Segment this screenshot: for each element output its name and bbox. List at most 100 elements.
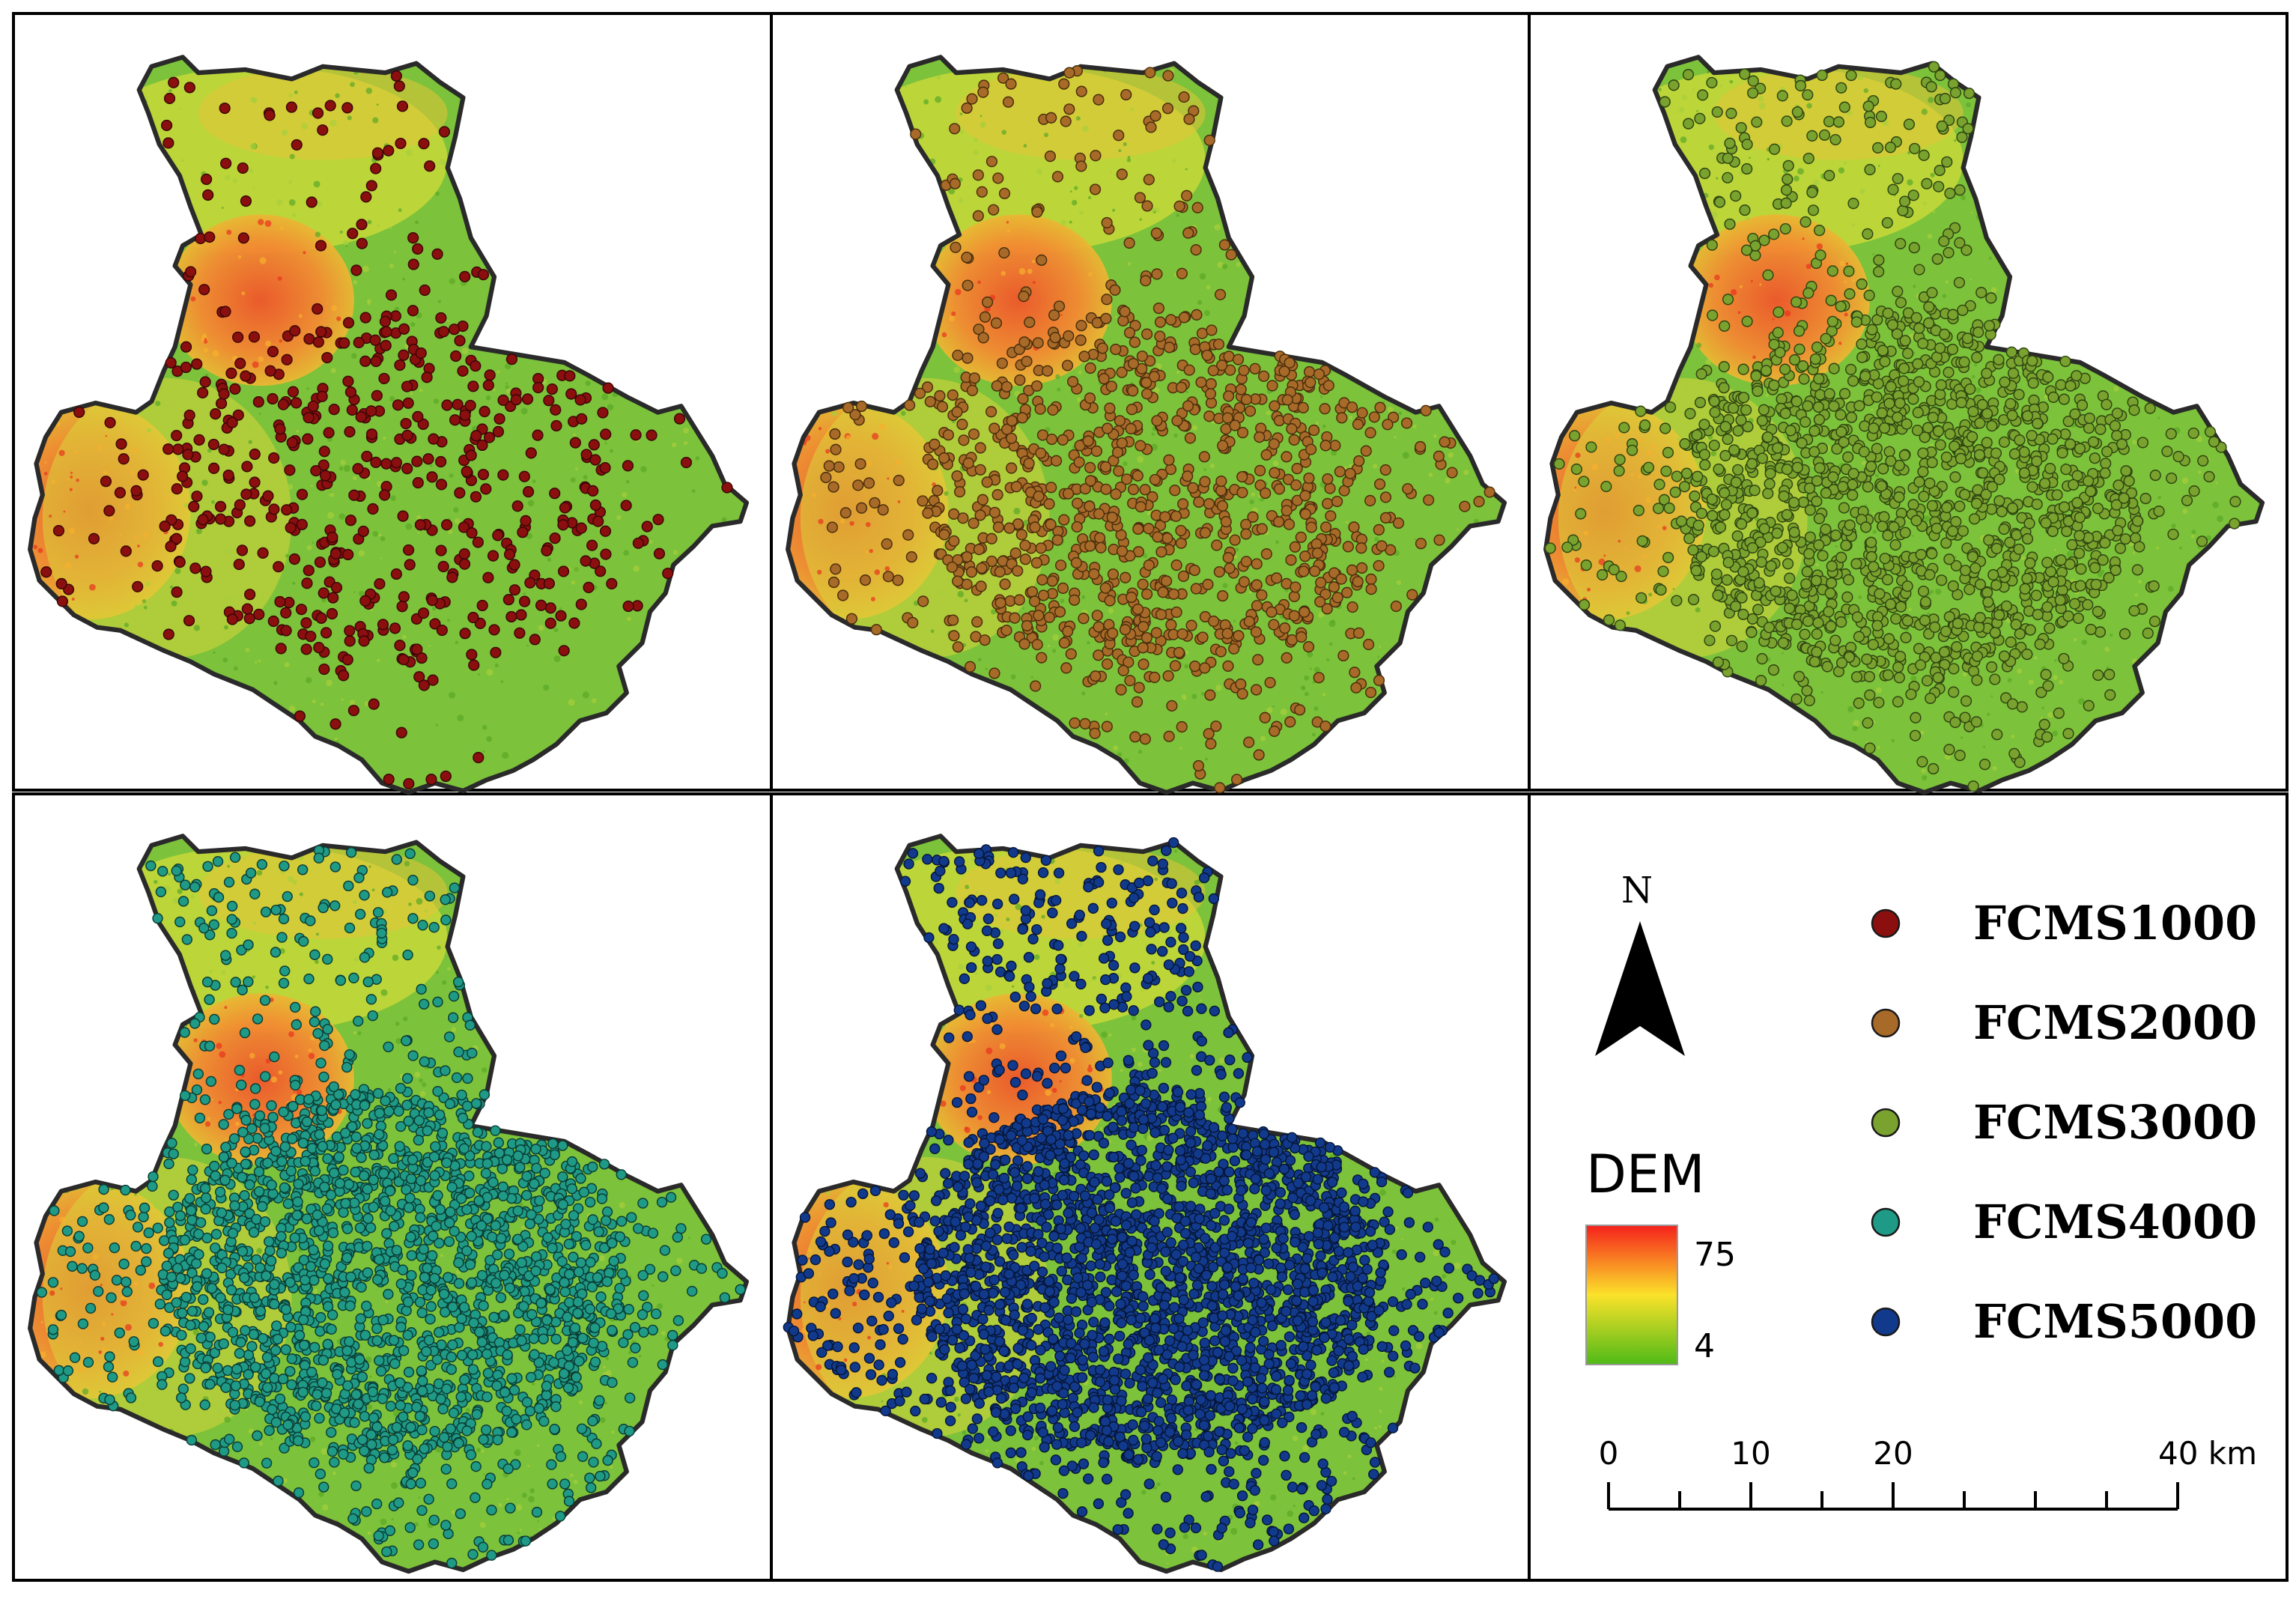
sample-point	[521, 1419, 532, 1430]
sample-point	[1319, 521, 1332, 533]
sample-point	[961, 102, 973, 114]
sample-point	[2044, 463, 2056, 475]
sample-point	[1096, 342, 1108, 354]
sample-point	[985, 533, 997, 544]
sample-point	[278, 913, 290, 925]
sample-point	[172, 443, 184, 455]
sample-point	[1813, 373, 1825, 385]
sample-point	[448, 990, 460, 1002]
sample-point	[1877, 345, 1889, 356]
sample-point	[1856, 351, 1868, 363]
sample-point	[1982, 596, 1994, 608]
sample-point	[1243, 616, 1255, 628]
sample-point	[1950, 515, 1962, 528]
sample-point	[1073, 456, 1085, 468]
sample-point	[2131, 564, 2143, 576]
sample-point	[1050, 455, 1063, 467]
sample-point	[1120, 88, 1132, 101]
sample-point	[1956, 131, 1968, 143]
sample-point	[1746, 541, 1758, 554]
sample-point	[1722, 433, 1734, 446]
sample-point	[104, 1351, 115, 1362]
sample-point	[252, 396, 264, 408]
sample-point	[1585, 441, 1597, 453]
sample-point	[1182, 227, 1194, 239]
sample-point	[1159, 511, 1171, 523]
sample-point	[383, 145, 395, 157]
sample-point	[546, 1459, 557, 1470]
sample-point	[589, 454, 601, 466]
sample-point	[2196, 535, 2208, 547]
sample-point	[1100, 312, 1112, 324]
sample-point	[630, 429, 642, 441]
sample-point	[893, 474, 905, 487]
sample-point	[1690, 565, 1702, 577]
sample-point	[435, 312, 447, 324]
sample-point	[529, 1349, 540, 1360]
sample-point	[1719, 320, 1731, 332]
sample-point	[1741, 139, 1753, 151]
region-boundary	[786, 55, 1507, 795]
sample-point	[2040, 517, 2052, 529]
sample-point	[455, 1508, 467, 1520]
sample-point	[2148, 580, 2160, 592]
sample-point	[962, 352, 974, 364]
sample-point	[564, 370, 576, 382]
sample-point	[1001, 423, 1013, 435]
sample-point	[416, 983, 427, 995]
sample-point	[1981, 586, 1993, 598]
sample-point	[1810, 574, 1823, 586]
sample-point	[1762, 269, 1774, 281]
sample-point	[1350, 682, 1362, 694]
sample-point	[2161, 446, 2173, 458]
sample-point	[470, 430, 482, 442]
sample-point	[1861, 653, 1873, 665]
sample-point	[1063, 67, 1075, 79]
sample-point	[1751, 116, 1763, 128]
sample-point	[318, 1481, 329, 1493]
sample-point	[385, 289, 398, 301]
sample-point	[1061, 359, 1074, 371]
sample-point	[378, 372, 390, 385]
sample-point	[249, 448, 261, 461]
sample-point	[327, 1227, 339, 1239]
sample-point	[1853, 400, 1865, 412]
sample-point	[505, 354, 518, 365]
sample-point	[2058, 652, 2070, 665]
sample-point	[359, 595, 371, 607]
sample-point	[1802, 89, 1814, 101]
sample-point	[988, 204, 1000, 216]
sample-point	[226, 613, 238, 625]
sample-point	[543, 577, 556, 589]
sample-point	[356, 219, 368, 231]
sample-point	[870, 624, 882, 636]
sample-point	[264, 365, 276, 377]
sample-point	[555, 610, 567, 622]
sample-point	[497, 469, 509, 481]
sample-point	[2229, 496, 2241, 508]
sample-point	[1724, 218, 1736, 230]
sample-point	[2014, 628, 2026, 640]
sample-point	[227, 1326, 239, 1338]
sample-point	[1835, 551, 1847, 563]
sample-point	[1899, 195, 1911, 207]
sample-point	[1698, 167, 1711, 180]
sample-point	[1303, 472, 1315, 485]
sample-point	[249, 1362, 261, 1373]
sample-point	[428, 1151, 440, 1162]
sample-point	[2044, 622, 2056, 634]
sample-point	[632, 537, 644, 549]
sample-point	[1871, 391, 1883, 403]
sample-point	[414, 1410, 425, 1422]
sample-point	[1098, 373, 1110, 385]
sample-point	[1835, 616, 1847, 628]
sample-point	[1084, 362, 1096, 374]
sample-point	[1985, 292, 1997, 304]
sample-point	[407, 305, 419, 317]
sample-point	[226, 416, 238, 428]
sample-point	[1741, 315, 1753, 327]
sample-point	[508, 1384, 520, 1396]
sample-point	[1885, 380, 1897, 392]
sample-point	[1893, 491, 1905, 503]
sample-point	[418, 1243, 429, 1255]
